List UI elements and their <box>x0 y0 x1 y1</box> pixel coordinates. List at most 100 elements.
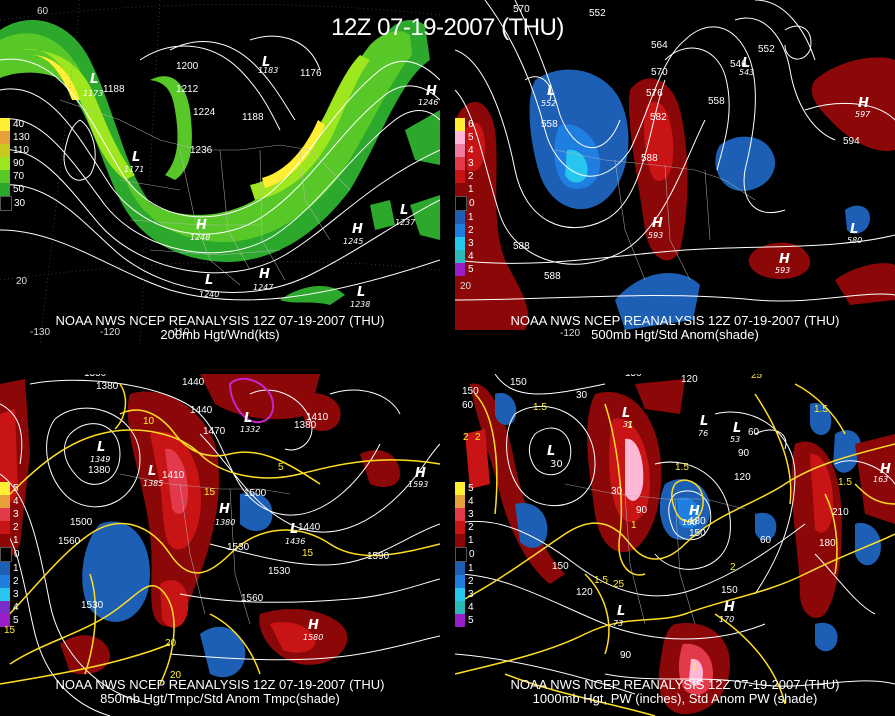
legend-label: 1 <box>13 563 19 574</box>
low-center: L <box>733 421 742 436</box>
contour-label: 60 <box>760 535 772 546</box>
legend-label: 1 <box>468 212 474 223</box>
low-value: 1183 <box>258 66 279 75</box>
legend-label: 2 <box>468 576 474 587</box>
legend-label: 4 <box>13 496 19 507</box>
pw-label: 1.5 <box>838 477 852 488</box>
legend-swatch: 3 <box>0 588 19 601</box>
legend-swatch: 130 <box>0 131 30 144</box>
legend-swatch: 1 <box>455 183 474 196</box>
legend-label: 4 <box>13 602 19 613</box>
high-center: H <box>308 618 319 633</box>
wind-shading <box>0 20 440 305</box>
borders <box>554 149 756 281</box>
low-center: L <box>205 273 214 288</box>
legend-swatch: 4 <box>0 601 19 614</box>
contour-label: 150 <box>721 585 738 596</box>
legend-label: 4 <box>468 496 474 507</box>
contour-label: 1440 <box>182 377 205 388</box>
low-center: L <box>90 72 99 87</box>
high-value: 1246 <box>418 98 439 107</box>
caption-field: 1000mb Hgt, PW (inches), Std Anom PW (sh… <box>532 691 818 706</box>
low-value: 1349 <box>90 455 111 464</box>
contour-label: 570 <box>651 67 668 78</box>
low-value: 1436 <box>285 537 306 546</box>
contour-label: 1380 <box>88 465 111 476</box>
legend-label: 5 <box>468 483 474 494</box>
lon-tick: -130 <box>30 327 51 338</box>
contour-label: 1212 <box>176 84 199 95</box>
contour-label: 150 <box>462 386 479 397</box>
legend-swatch: 2 <box>455 521 474 534</box>
legend-swatch: 3 <box>0 508 19 521</box>
caption-source: NOAA NWS NCEP REANALYSIS 12Z 07-19-2007 … <box>510 677 840 692</box>
legend-label: 30 <box>14 198 26 209</box>
low-center: L <box>357 285 366 300</box>
map-200mb <box>0 0 440 345</box>
low-value: 1173 <box>83 89 104 98</box>
anomaly-shading <box>465 379 895 714</box>
borders <box>119 473 291 625</box>
high-center: H <box>426 84 437 99</box>
height-contours <box>0 379 440 716</box>
legend-label: 3 <box>468 238 474 249</box>
legend-swatch: 5 <box>455 482 474 495</box>
contour-label: 588 <box>641 153 658 164</box>
low-center: L <box>244 411 253 426</box>
caption-source: NOAA NWS NCEP REANALYSIS 12Z 07-19-2007 … <box>510 313 840 328</box>
pw-label: 1 <box>631 520 637 531</box>
legend-label: 3 <box>13 509 19 520</box>
low-value: 1332 <box>240 425 261 434</box>
height-contours <box>455 0 895 302</box>
pw-label: 1 <box>692 662 698 673</box>
low-center: L <box>148 464 157 479</box>
legend-swatch: 0 <box>0 547 20 562</box>
borders <box>564 483 746 625</box>
legend-label: 3 <box>13 589 19 600</box>
contour-label: 1530 <box>81 600 104 611</box>
legend-swatch: 5 <box>455 614 474 627</box>
low-value: 1385 <box>143 479 164 488</box>
high-value: 1248 <box>190 233 211 242</box>
temperature-label: 15 <box>4 625 16 636</box>
legend-swatch: 3 <box>455 508 474 521</box>
legend-swatch: 110 <box>0 144 29 157</box>
high-center: H <box>779 252 790 267</box>
legend-swatch: 3 <box>455 588 474 601</box>
legend-swatch: 2 <box>0 521 19 534</box>
contour-label: 552 <box>589 8 606 19</box>
pw-label: 1.5 <box>533 402 547 413</box>
legend-swatch: 0 <box>455 547 475 562</box>
contour-label: 1380 <box>294 420 317 431</box>
high-value: 163 <box>873 475 889 484</box>
legend-swatch: 3 <box>455 237 474 250</box>
caption-field: 850mb Hgt/Tmpc/Std Anom Tmpc(shade) <box>100 691 340 706</box>
legend-850mb: 5 4 3 2 1 0 1 2 3 4 5 <box>0 482 20 627</box>
legend-label: 0 <box>469 549 475 560</box>
contour-label: 588 <box>513 241 530 252</box>
legend-swatch: 5 <box>455 131 474 144</box>
pw-label: 1.5 <box>594 575 608 586</box>
legend-swatch: 4 <box>455 144 474 157</box>
legend-label: 70 <box>13 171 25 182</box>
contour-label: 120 <box>734 472 751 483</box>
panel-caption: NOAA NWS NCEP REANALYSIS 12Z 07-19-2007 … <box>455 678 895 706</box>
high-center: H <box>880 462 891 477</box>
contour-label: 588 <box>544 271 561 282</box>
map-500mb <box>455 0 895 331</box>
lat-tick: 60 <box>37 6 49 17</box>
pw-label: 2 <box>463 432 469 443</box>
contour-label: 180 <box>819 538 836 549</box>
low-center: L <box>850 222 859 237</box>
height-contours <box>0 35 440 301</box>
legend-swatch: 0 <box>455 196 475 211</box>
legend-label: 1 <box>468 535 474 546</box>
temperature-label: 15 <box>302 548 314 559</box>
contour-label: 564 <box>651 40 668 51</box>
low-value: 30 <box>550 459 563 470</box>
legend-label: 40 <box>13 119 25 130</box>
map-1000mb <box>455 374 895 716</box>
legend-label: 3 <box>468 509 474 520</box>
legend-label: 4 <box>468 251 474 262</box>
